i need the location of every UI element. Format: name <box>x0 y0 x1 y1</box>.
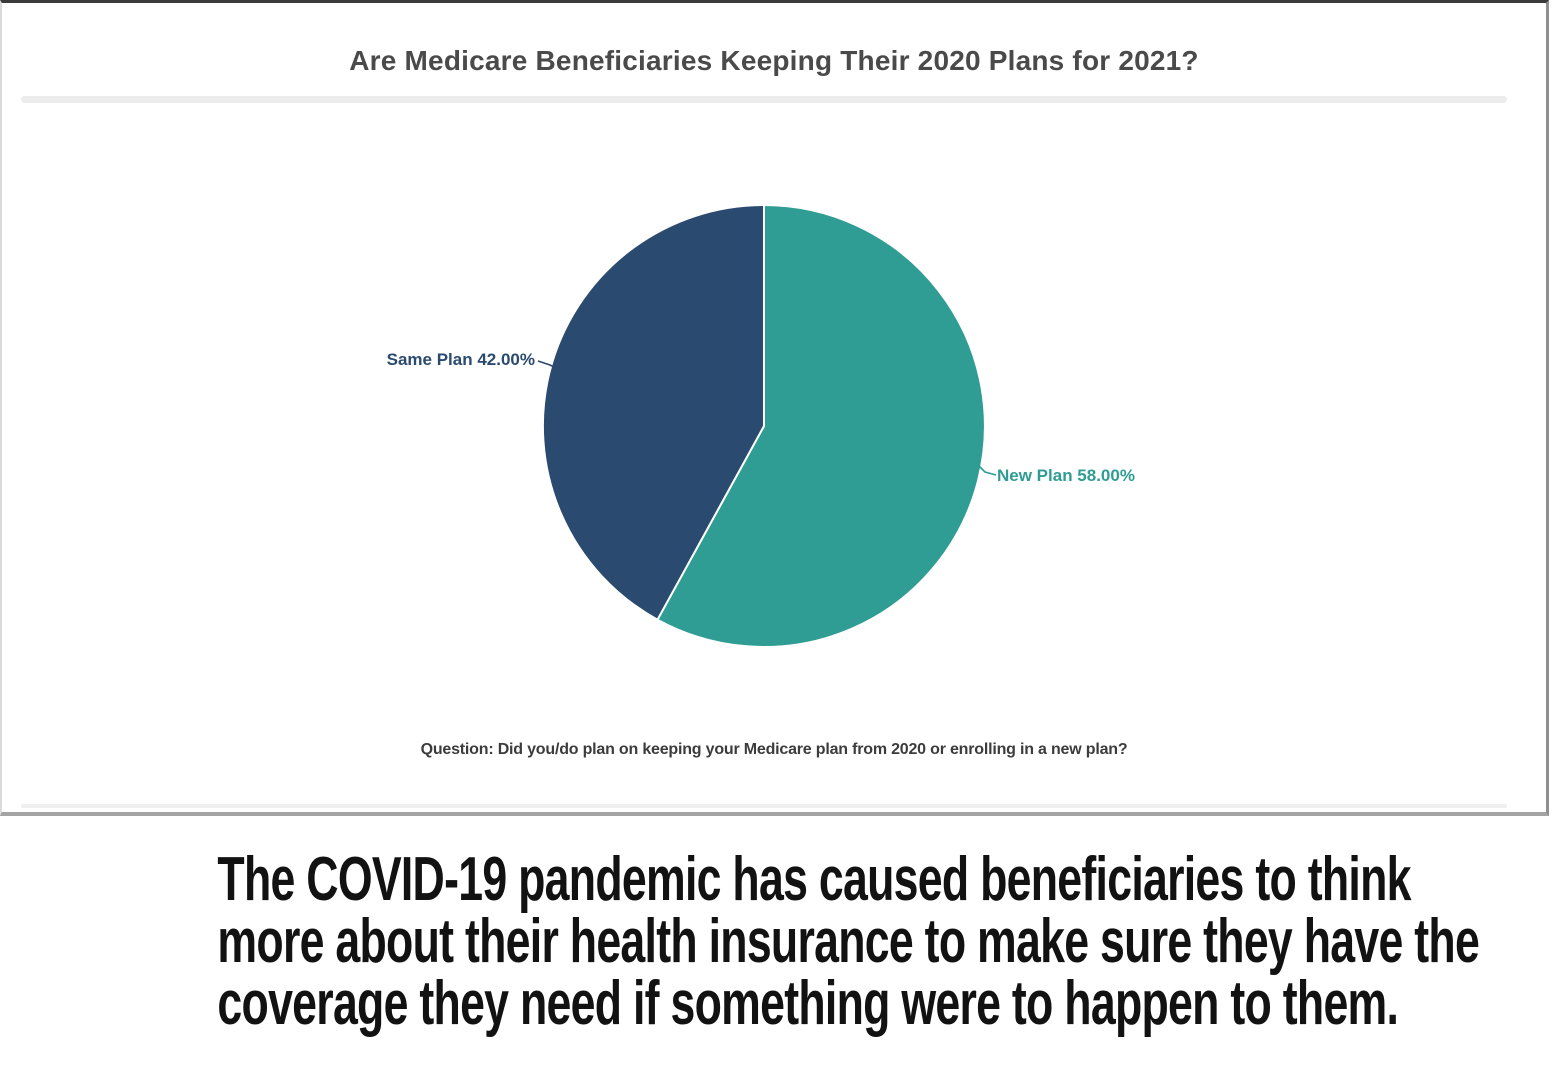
caption-line-2: more about their health insurance to mak… <box>217 907 1480 976</box>
chart-question-note: Question: Did you/do plan on keeping you… <box>420 741 1128 758</box>
pie-label-new-plan: New Plan 58.00% <box>997 466 1135 485</box>
chart-title: Are Medicare Beneficiaries Keeping Their… <box>349 45 1199 76</box>
title-divider <box>21 96 1507 103</box>
leader-line-same-plan <box>537 360 579 380</box>
chart-panel: Are Medicare Beneficiaries Keeping Their… <box>0 0 1549 816</box>
caption-line-1: The COVID-19 pandemic has caused benefic… <box>217 845 1411 914</box>
caption-text: The COVID-19 pandemic has caused benefic… <box>217 845 1480 1038</box>
pie-slice-new-plan[interactable] <box>656 204 986 648</box>
leader-line-new-plan <box>967 454 997 476</box>
caption-line-3: coverage they need if something were to … <box>217 969 1399 1038</box>
pie-chart <box>537 204 997 648</box>
pie-label-same-plan: Same Plan 42.00% <box>386 350 535 369</box>
bottom-divider <box>21 804 1507 808</box>
pie-slice-same-plan[interactable] <box>541 204 765 621</box>
